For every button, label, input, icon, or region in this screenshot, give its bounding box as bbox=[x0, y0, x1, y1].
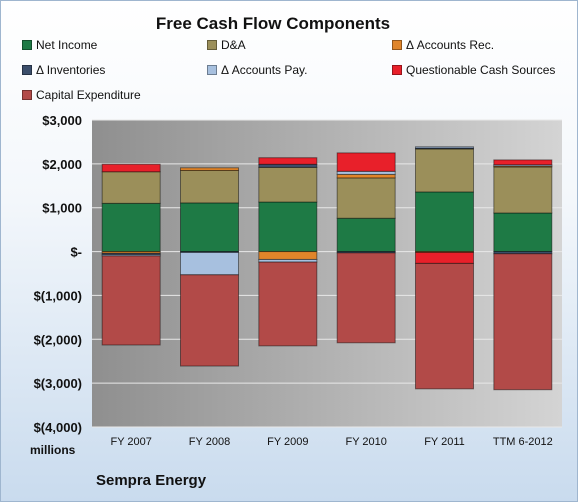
bar-segment bbox=[336, 217, 396, 253]
x-tick-label: FY 2008 bbox=[189, 436, 230, 448]
bar-segment bbox=[415, 262, 474, 390]
plot-area bbox=[92, 120, 562, 427]
x-tick-label: FY 2010 bbox=[345, 436, 386, 448]
bar-segment bbox=[101, 171, 161, 204]
legend-item: Net Income bbox=[22, 38, 97, 52]
bar-segment bbox=[258, 166, 318, 203]
bar-segment bbox=[415, 191, 474, 253]
bar-segment bbox=[415, 146, 474, 149]
y-tick-label: $2,000 bbox=[42, 157, 82, 172]
bar-segment bbox=[180, 202, 239, 253]
legend-item: Δ Accounts Rec. bbox=[392, 38, 494, 52]
y-tick-label: $(4,000) bbox=[34, 420, 82, 435]
x-tick-label: FY 2009 bbox=[267, 436, 308, 448]
legend-swatch bbox=[22, 40, 32, 50]
legend-label: Δ Accounts Pay. bbox=[221, 63, 308, 77]
bar-segment bbox=[258, 157, 318, 165]
bar-segment bbox=[180, 167, 239, 171]
bar-segment bbox=[258, 261, 318, 347]
bar-segment bbox=[101, 202, 161, 253]
bar-segment bbox=[336, 252, 396, 344]
y-axis-units-label: millions bbox=[30, 443, 76, 457]
legend-item: Capital Expenditure bbox=[22, 88, 141, 102]
y-tick-label: $(2,000) bbox=[34, 332, 82, 347]
bar-segment bbox=[101, 163, 161, 173]
bar-segment bbox=[258, 201, 318, 253]
bar-segment bbox=[180, 251, 239, 253]
bar-segment bbox=[336, 152, 396, 172]
legend-swatch bbox=[22, 90, 32, 100]
x-tick-label: TTM 6-2012 bbox=[493, 436, 553, 448]
y-tick-label: $3,000 bbox=[42, 113, 82, 128]
y-tick-label: $1,000 bbox=[42, 201, 82, 216]
bar-segment bbox=[415, 251, 474, 253]
legend-item: Questionable Cash Sources bbox=[392, 63, 555, 77]
bar-segment bbox=[493, 159, 553, 166]
legend-swatch bbox=[207, 65, 217, 75]
legend-label: Questionable Cash Sources bbox=[406, 63, 556, 77]
legend-label: Δ Accounts Rec. bbox=[406, 38, 495, 52]
x-tick-label: FY 2007 bbox=[110, 436, 151, 448]
legend-label: Δ Inventories bbox=[36, 63, 106, 77]
y-tick-label: $- bbox=[70, 245, 82, 260]
bar-segment bbox=[180, 274, 239, 367]
bar-segment bbox=[493, 212, 553, 253]
company-name: Sempra Energy bbox=[96, 472, 207, 489]
legend-swatch bbox=[207, 40, 217, 50]
chart-title: Free Cash Flow Components bbox=[155, 14, 391, 33]
legend-item: Δ Inventories bbox=[22, 63, 105, 77]
legend-label: Net Income bbox=[36, 38, 98, 52]
bar-segment bbox=[101, 255, 161, 346]
y-tick-label: $(3,000) bbox=[34, 376, 82, 391]
bar-segment bbox=[415, 148, 474, 193]
bar-segment bbox=[415, 251, 474, 264]
bar-segment bbox=[180, 169, 239, 204]
legend-swatch bbox=[392, 40, 402, 50]
bar-segment bbox=[336, 173, 396, 179]
bar-segment bbox=[180, 251, 239, 276]
legend-label: Capital Expenditure bbox=[36, 88, 141, 102]
bar-segment bbox=[493, 166, 553, 214]
bar-segment bbox=[258, 251, 318, 260]
legend-label: D&A bbox=[221, 38, 246, 52]
legend-item: Δ Accounts Pay. bbox=[207, 63, 308, 77]
bar-segment bbox=[336, 177, 396, 219]
x-tick-label: FY 2011 bbox=[424, 436, 465, 448]
legend-item: D&A bbox=[207, 38, 246, 52]
legend-swatch bbox=[392, 65, 402, 75]
legend-swatch bbox=[22, 65, 32, 75]
bar-segment bbox=[493, 253, 553, 391]
y-tick-label: $(1,000) bbox=[34, 288, 82, 303]
